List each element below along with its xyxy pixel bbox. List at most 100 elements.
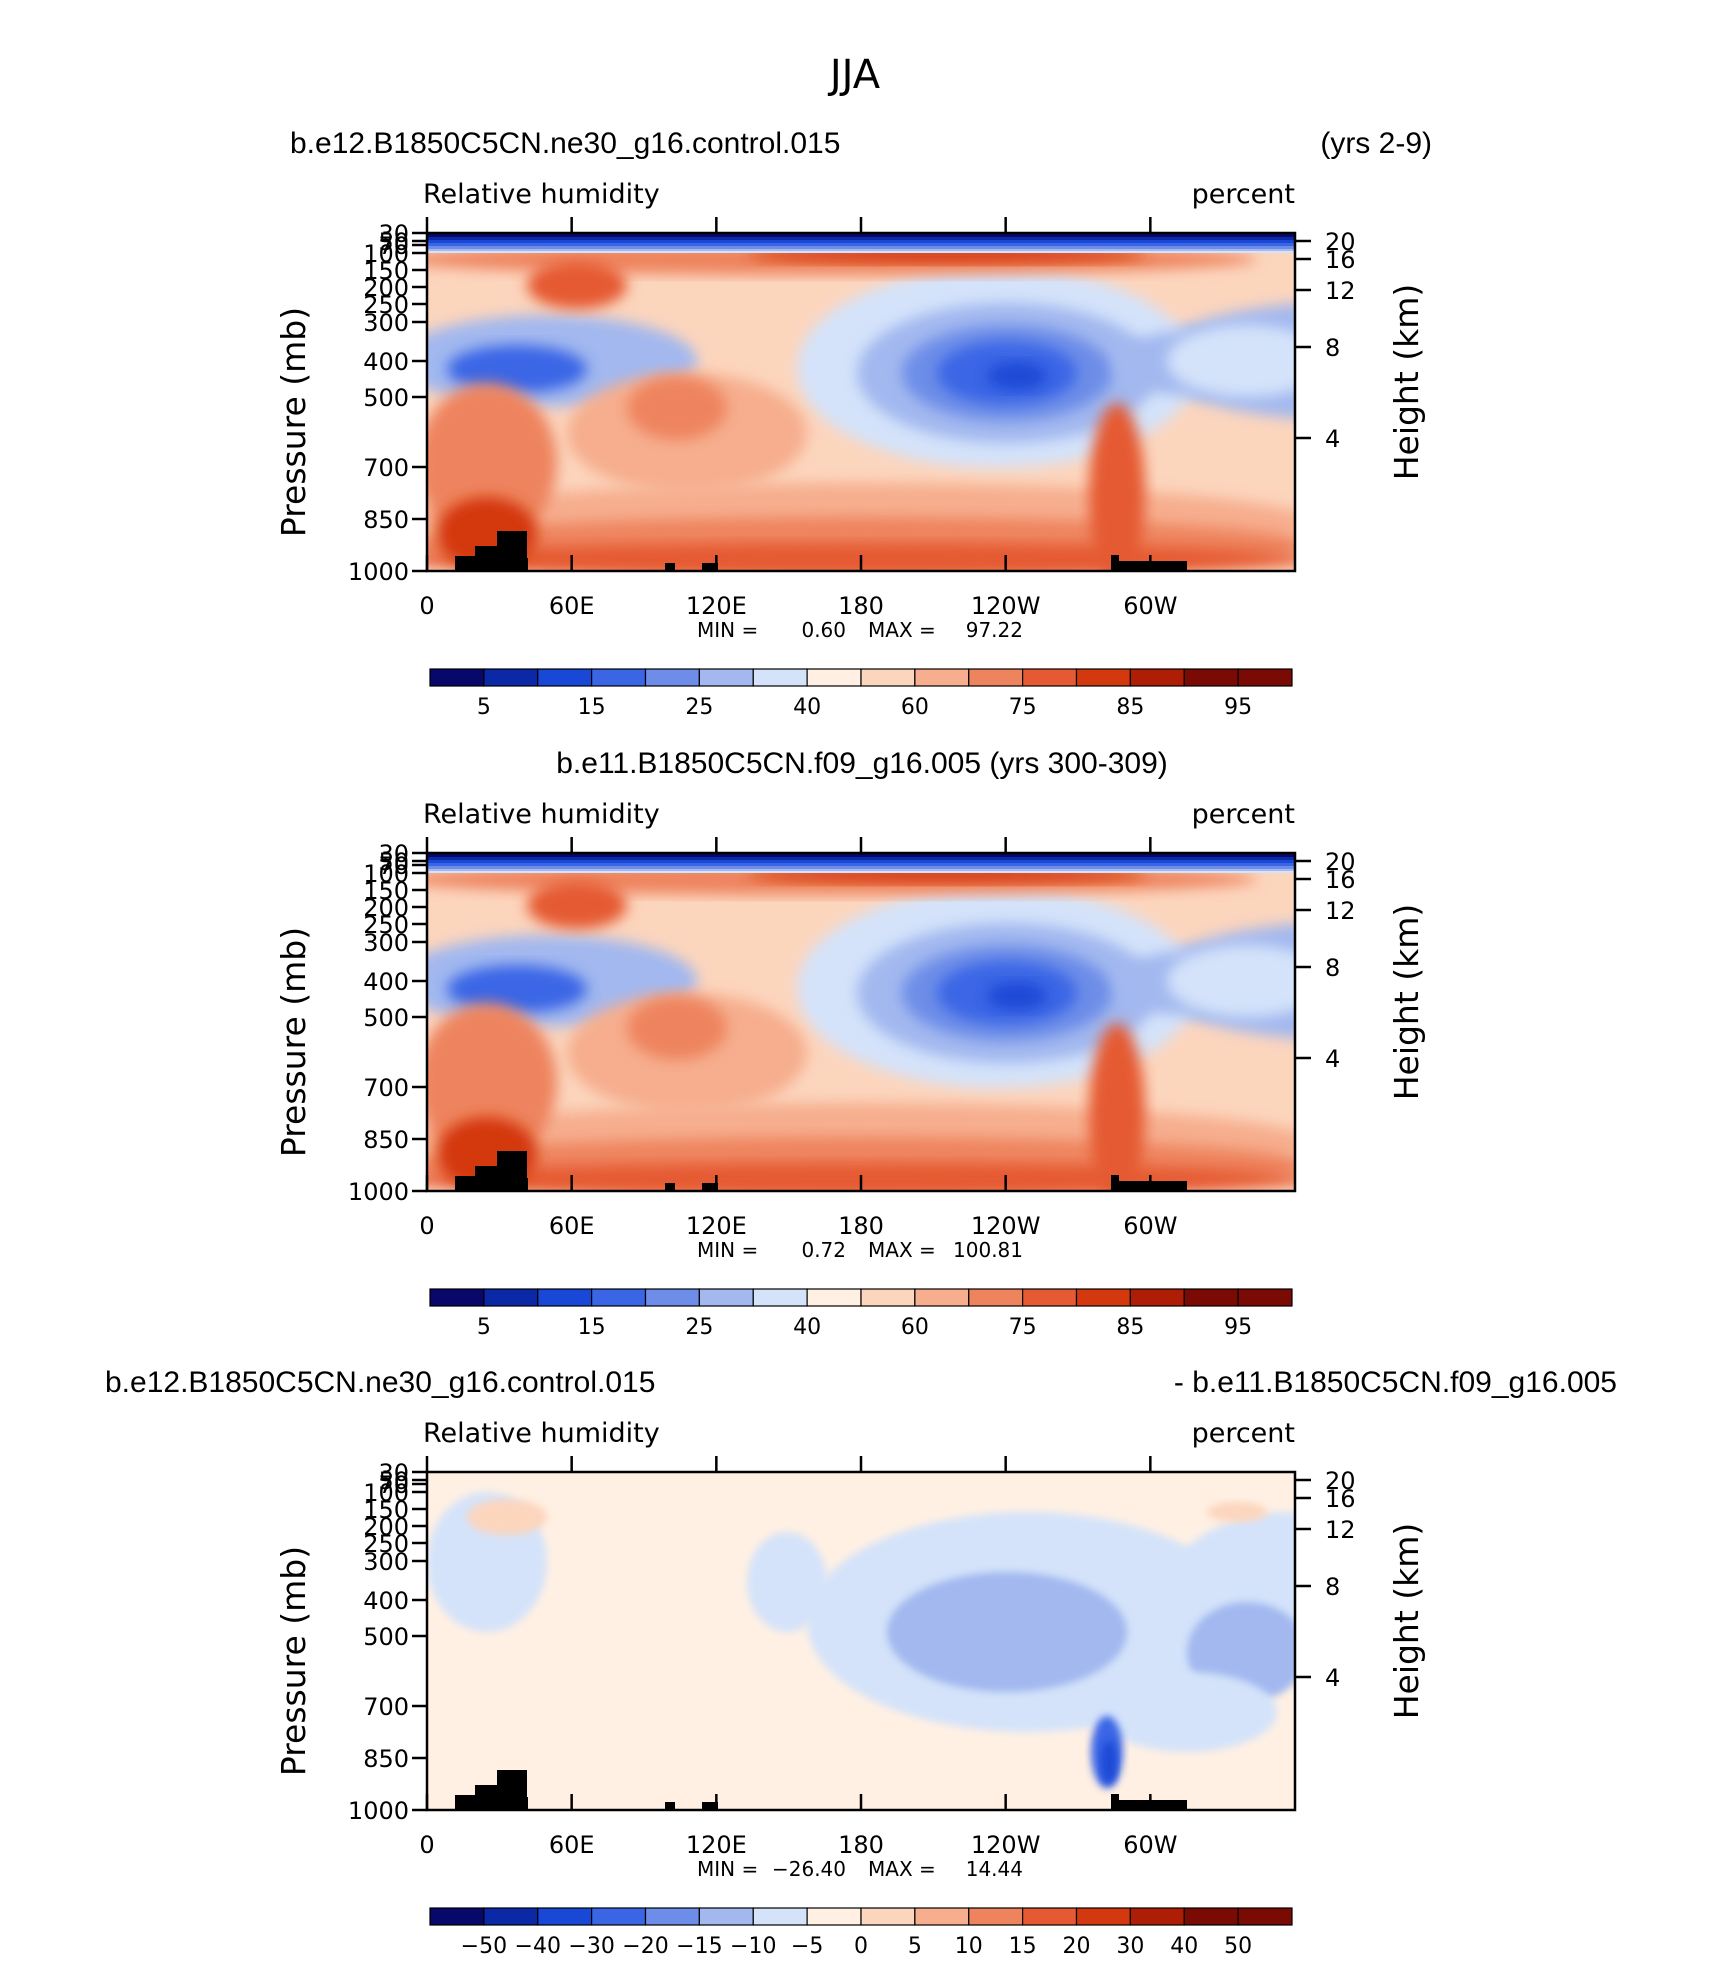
colorbar-label: 25 [685,695,713,720]
contour-region [1167,325,1295,397]
contour-band [427,240,1295,243]
colorbar-box [698,1907,754,1926]
height-tick-label: 20 [1325,228,1356,256]
colorbar-box [1183,1907,1239,1926]
colorbar-label: 0 [854,1934,868,1959]
colorbar-box [537,1288,593,1307]
colorbar-box [644,1907,700,1926]
y-tick-label: 400 [363,968,409,996]
contour-region [1097,1672,1277,1752]
height-tick-label: 12 [1325,897,1356,925]
y-tick-label: 850 [363,506,409,534]
x-tick-label: 180 [838,592,884,620]
land-mask [1111,555,1119,571]
contour-region [987,982,1047,1010]
contour-band [427,863,1295,866]
contour-region [527,261,627,309]
y-tick-label: 300 [363,1548,409,1576]
y-tick-label: 50 [378,228,409,256]
colorbar-label: 40 [793,1315,821,1340]
x-tick-label: 120W [971,1212,1041,1240]
contour-band [427,866,1295,869]
contour-region [627,376,727,440]
y-tick-label: 50 [378,848,409,876]
colorbar-label: 85 [1116,695,1144,720]
y-tick-label: 100 [363,240,409,268]
height-tick-label: 4 [1325,1664,1340,1692]
colorbar-label: 75 [1009,695,1037,720]
contour-band [427,860,1295,863]
contour-band [427,857,1295,860]
colorbar-label: 5 [908,1934,922,1959]
height-tick-label: 20 [1325,1467,1356,1495]
height-tick-label: 16 [1325,866,1356,894]
y-tick-label: 500 [363,1004,409,1032]
colorbar-box [968,1907,1024,1926]
land-mask [455,556,481,571]
colorbar-box [968,1288,1024,1307]
colorbar-box [860,1907,916,1926]
colorbar-box [806,1288,862,1307]
contour-region [1167,945,1295,1017]
contour-region [747,1532,827,1632]
panel-title-left: b.e12.B1850C5CN.ne30_g16.control.015 [290,127,840,160]
colorbar-box [644,668,700,687]
land-mask [1117,1181,1187,1191]
colorbar-box [429,1288,485,1307]
y-axis-title: Pressure (mb) [274,927,313,1157]
y-tick-label: 700 [363,454,409,482]
colorbar-label: −30 [568,1934,614,1959]
colorbar-box [860,668,916,687]
colorbar-box [1129,668,1185,687]
y-tick-label: 700 [363,1693,409,1721]
colorbar-box [914,1288,970,1307]
colorbar-label: 40 [1170,1934,1198,1959]
colorbar-box [914,668,970,687]
units-label: percent [1192,1418,1295,1449]
contour-region [447,345,587,393]
colorbar-box [752,668,808,687]
y-tick-label: 250 [363,291,409,319]
colorbar-box [752,1288,808,1307]
colorbar-box [591,1907,647,1926]
y-axis-title-right: Height (km) [1387,1523,1426,1720]
min-value: 0.60 [801,618,846,642]
colorbar-label: 15 [1009,1934,1037,1959]
x-tick-label: 60E [549,1212,595,1240]
colorbar-label: −50 [461,1934,507,1959]
contour-region [1207,1502,1267,1522]
colorbar-box [698,1288,754,1307]
y-tick-label: 250 [363,911,409,939]
colorbar-label: −15 [676,1934,722,1959]
height-tick-label: 4 [1325,425,1340,453]
y-axis-title-right: Height (km) [1387,904,1426,1101]
land-mask [665,1183,675,1191]
land-mask [1117,1800,1187,1810]
colorbar-label: 15 [578,1315,606,1340]
colorbar-label: 95 [1224,1315,1252,1340]
min-label: MIN = [697,618,758,642]
y-tick-label: 300 [363,309,409,337]
land-mask [702,563,718,571]
y-tick-label: 100 [363,1479,409,1507]
min-value: −26.40 [772,1857,846,1881]
land-mask [510,558,528,571]
colorbar-box [591,668,647,687]
y-tick-label: 200 [363,894,409,922]
contour-band [427,233,1295,237]
y-tick-label: 30 [378,1459,409,1487]
contour-band [427,237,1295,240]
colorbar-box [968,668,1024,687]
x-tick-label: 120E [686,592,747,620]
contour-field [427,233,1295,571]
y-tick-label: 850 [363,1745,409,1773]
colorbar-box [1022,1288,1078,1307]
colorbar-label: 20 [1063,1934,1091,1959]
contour-band [427,249,1295,251]
max-label: MAX = [868,1857,936,1881]
contour-field [427,1472,1295,1810]
colorbar-label: −20 [622,1934,668,1959]
colorbar-label: 25 [685,1315,713,1340]
colorbar-box [429,1907,485,1926]
